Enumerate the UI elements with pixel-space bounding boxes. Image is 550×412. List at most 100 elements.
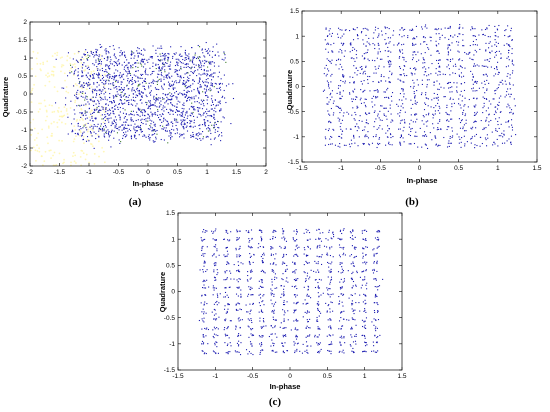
data-point [303, 271, 305, 273]
data-point [314, 334, 316, 336]
data-point [474, 112, 476, 114]
data-point [412, 87, 414, 89]
data-point [130, 50, 133, 52]
data-point [364, 342, 366, 344]
data-point [139, 83, 141, 85]
data-point [224, 305, 226, 307]
data-point [342, 75, 344, 78]
data-point [431, 63, 433, 65]
data-point [307, 254, 309, 256]
data-point [424, 71, 426, 73]
data-point [262, 261, 264, 263]
data-point [438, 33, 440, 35]
data-point [481, 82, 483, 84]
data-point [507, 121, 509, 123]
data-point [449, 25, 451, 28]
data-point [140, 99, 142, 101]
data-point [351, 98, 353, 100]
data-point [428, 79, 430, 81]
data-point [113, 99, 115, 102]
data-point [350, 254, 353, 256]
data-point [105, 132, 107, 134]
data-point [172, 105, 174, 107]
data-point [359, 310, 361, 312]
halo-point [42, 63, 45, 66]
data-point [378, 245, 380, 247]
data-point [206, 81, 208, 83]
panel-c-plot: -1.5 -1 -0.5 0 0.5 1 1.5-1.5-1-0.500.511.5 [164, 210, 407, 380]
data-point [104, 124, 107, 127]
data-point [133, 57, 135, 59]
data-point [474, 28, 476, 30]
data-point [327, 254, 329, 256]
data-point [468, 98, 470, 101]
data-point [190, 126, 192, 128]
data-point [348, 92, 351, 94]
data-point [138, 91, 140, 93]
data-point [161, 63, 164, 65]
data-point [446, 66, 448, 68]
data-point [513, 98, 515, 100]
halo-point [78, 86, 81, 88]
data-point [268, 335, 270, 338]
data-point [360, 102, 363, 104]
data-point [482, 107, 484, 109]
data-point [187, 90, 189, 92]
data-point [130, 120, 132, 122]
data-point [208, 124, 210, 127]
data-point [475, 51, 478, 53]
data-point [136, 111, 138, 113]
data-point [168, 68, 171, 70]
data-point [124, 55, 126, 57]
data-point [163, 84, 165, 86]
data-point [197, 82, 199, 84]
data-point [156, 94, 158, 96]
data-point [341, 301, 343, 303]
halo-point [80, 107, 83, 110]
data-point [225, 287, 227, 289]
data-point [486, 134, 488, 136]
data-point [129, 72, 131, 75]
data-point [437, 62, 440, 64]
data-point [507, 56, 509, 58]
data-point [159, 105, 161, 107]
data-point [389, 70, 391, 72]
data-point [474, 114, 476, 116]
data-point [351, 308, 353, 310]
data-point [500, 123, 502, 125]
data-point [129, 79, 131, 81]
data-point [238, 278, 240, 280]
data-point [139, 108, 141, 110]
data-point [215, 111, 217, 113]
data-point [205, 335, 207, 337]
data-point [130, 79, 132, 82]
data-point [187, 97, 189, 99]
data-point [177, 73, 179, 76]
data-point [149, 92, 151, 94]
data-point [142, 73, 144, 76]
data-point [114, 56, 116, 58]
data-point [70, 123, 73, 125]
data-point [210, 61, 212, 63]
data-point [363, 143, 365, 145]
data-point [274, 230, 276, 232]
data-point [328, 128, 330, 130]
data-point [405, 98, 407, 100]
data-point [242, 263, 244, 265]
data-point [139, 115, 141, 117]
data-point [85, 140, 88, 142]
data-point [93, 111, 95, 113]
data-point [351, 114, 353, 116]
data-point [365, 34, 367, 36]
data-point [361, 68, 363, 71]
data-point [284, 246, 286, 248]
data-point [282, 256, 284, 258]
data-point [318, 287, 321, 289]
data-point [155, 136, 157, 138]
data-point [449, 74, 451, 76]
data-point [415, 131, 417, 133]
data-point [422, 62, 424, 64]
data-point [130, 118, 132, 120]
data-point [384, 38, 386, 41]
data-point [488, 24, 490, 27]
